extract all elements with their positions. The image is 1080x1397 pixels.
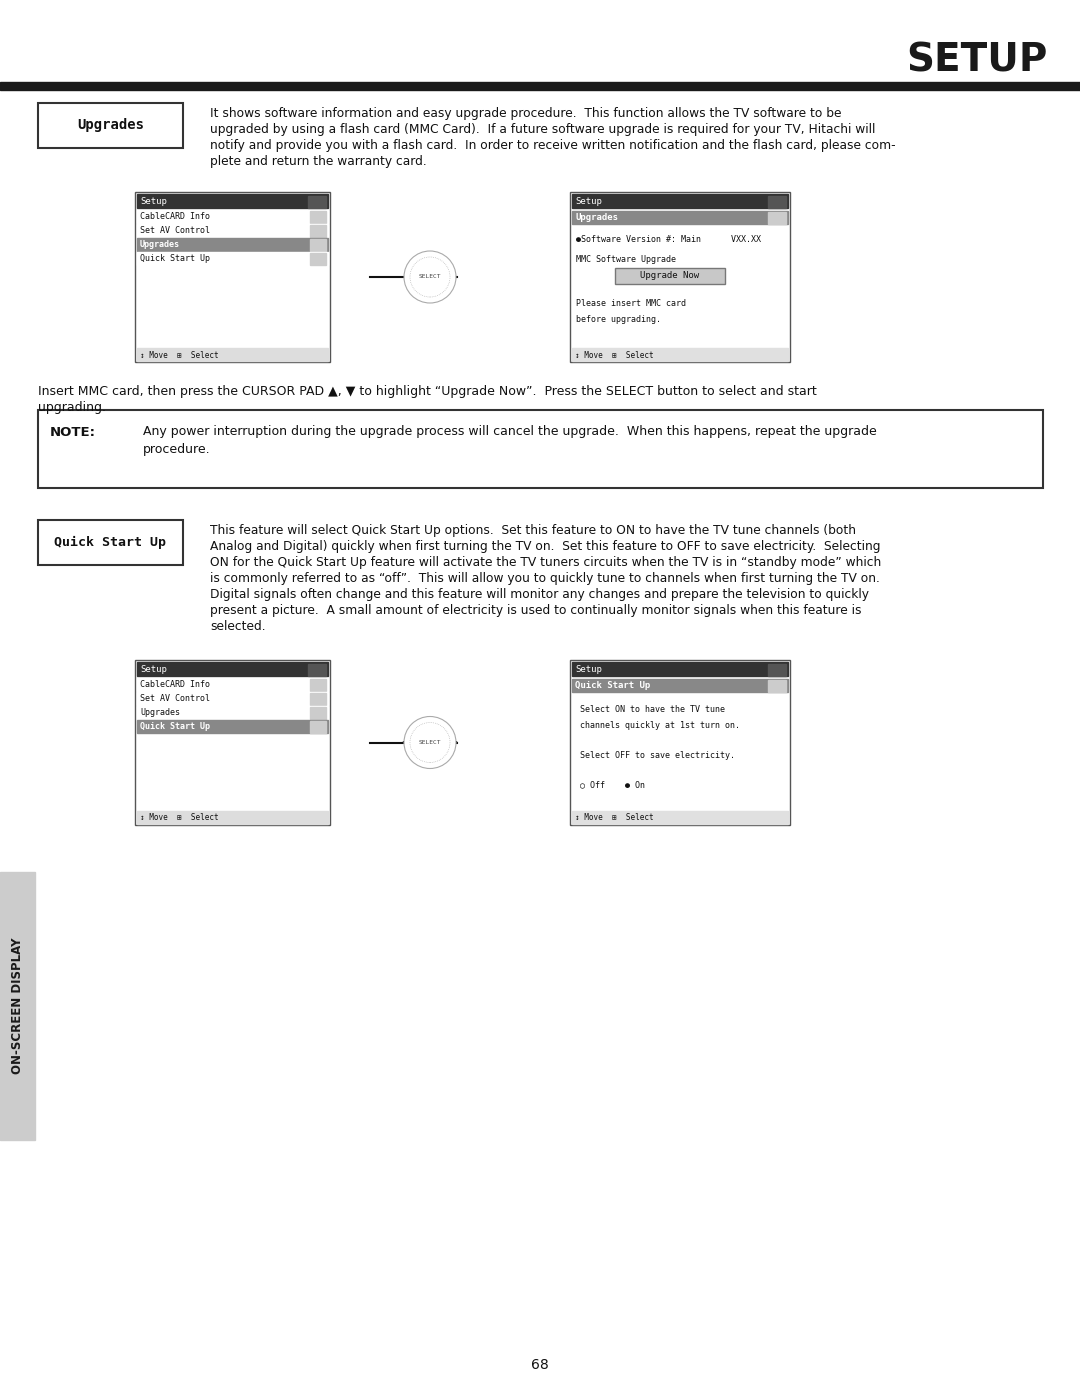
Bar bbox=[570, 191, 789, 362]
Bar bbox=[137, 678, 328, 692]
Bar bbox=[572, 194, 788, 208]
Text: Upgrades: Upgrades bbox=[140, 240, 180, 249]
Text: upgraded by using a flash card (MMC Card).  If a future software upgrade is requ: upgraded by using a flash card (MMC Card… bbox=[210, 123, 876, 136]
Text: ↕ Move  ⊞  Select: ↕ Move ⊞ Select bbox=[140, 351, 218, 359]
Bar bbox=[137, 210, 328, 224]
Bar bbox=[137, 194, 328, 208]
Circle shape bbox=[404, 717, 456, 768]
Bar bbox=[310, 253, 326, 265]
Bar bbox=[137, 692, 328, 705]
Bar bbox=[308, 664, 326, 676]
Circle shape bbox=[404, 251, 456, 303]
Text: ↕ Move  ⊞  Select: ↕ Move ⊞ Select bbox=[575, 813, 653, 823]
Text: ↕ Move  ⊞  Select: ↕ Move ⊞ Select bbox=[140, 813, 218, 823]
Bar bbox=[137, 705, 328, 719]
Text: before upgrading.: before upgrading. bbox=[576, 316, 661, 324]
Text: NOTE:: NOTE: bbox=[50, 426, 96, 439]
Bar bbox=[310, 721, 326, 733]
Bar bbox=[38, 520, 183, 564]
Bar bbox=[570, 659, 789, 826]
Bar bbox=[615, 268, 725, 284]
Text: This feature will select Quick Start Up options.  Set this feature to ON to have: This feature will select Quick Start Up … bbox=[210, 524, 856, 536]
Text: It shows software information and easy upgrade procedure.  This function allows : It shows software information and easy u… bbox=[210, 108, 841, 120]
Text: Any power interruption during the upgrade process will cancel the upgrade.  When: Any power interruption during the upgrad… bbox=[143, 426, 877, 439]
Text: selected.: selected. bbox=[210, 620, 266, 633]
Text: present a picture.  A small amount of electricity is used to continually monitor: present a picture. A small amount of ele… bbox=[210, 604, 862, 617]
Text: procedure.: procedure. bbox=[143, 443, 211, 457]
Text: upgrading.: upgrading. bbox=[38, 401, 106, 414]
Text: Select OFF to save electricity.: Select OFF to save electricity. bbox=[580, 750, 735, 760]
Text: Upgrades: Upgrades bbox=[575, 212, 618, 222]
Text: Quick Start Up: Quick Start Up bbox=[54, 536, 166, 549]
Bar bbox=[137, 662, 328, 676]
Bar bbox=[310, 225, 326, 237]
Text: Insert MMC card, then press the CURSOR PAD ▲, ▼ to highlight “Upgrade Now”.  Pre: Insert MMC card, then press the CURSOR P… bbox=[38, 386, 816, 398]
Text: Setup: Setup bbox=[575, 197, 602, 205]
Text: Upgrades: Upgrades bbox=[140, 708, 180, 717]
Text: Setup: Setup bbox=[140, 665, 167, 673]
Circle shape bbox=[410, 722, 450, 763]
Text: Set AV Control: Set AV Control bbox=[140, 694, 210, 703]
Bar bbox=[768, 212, 786, 224]
Bar bbox=[38, 409, 1043, 488]
Text: Quick Start Up: Quick Start Up bbox=[140, 254, 210, 263]
Text: is commonly referred to as “off”.  This will allow you to quickly tune to channe: is commonly referred to as “off”. This w… bbox=[210, 571, 880, 585]
Bar bbox=[572, 679, 788, 692]
Bar bbox=[38, 103, 183, 148]
Bar bbox=[310, 211, 326, 224]
Text: Quick Start Up: Quick Start Up bbox=[575, 680, 650, 690]
Text: Upgrade Now: Upgrade Now bbox=[640, 271, 700, 281]
Bar bbox=[137, 719, 328, 733]
Text: CableCARD Info: CableCARD Info bbox=[140, 680, 210, 689]
Text: Analog and Digital) quickly when first turning the TV on.  Set this feature to O: Analog and Digital) quickly when first t… bbox=[210, 541, 880, 553]
Text: channels quickly at 1st turn on.: channels quickly at 1st turn on. bbox=[580, 721, 740, 729]
Bar bbox=[308, 196, 326, 208]
Text: SELECT: SELECT bbox=[419, 740, 442, 745]
Bar bbox=[137, 237, 328, 251]
Text: ↕ Move  ⊞  Select: ↕ Move ⊞ Select bbox=[575, 351, 653, 359]
Text: plete and return the warranty card.: plete and return the warranty card. bbox=[210, 155, 427, 168]
Text: Set AV Control: Set AV Control bbox=[140, 226, 210, 235]
Bar bbox=[768, 680, 786, 692]
Circle shape bbox=[410, 257, 450, 298]
Text: Please insert MMC card: Please insert MMC card bbox=[576, 299, 686, 309]
Bar bbox=[310, 679, 326, 692]
Bar bbox=[572, 348, 788, 360]
Text: MMC Software Upgrade: MMC Software Upgrade bbox=[576, 256, 676, 264]
Text: Setup: Setup bbox=[140, 197, 167, 205]
Bar bbox=[572, 812, 788, 824]
Bar bbox=[768, 664, 786, 676]
Bar bbox=[137, 348, 328, 360]
Bar bbox=[0, 872, 35, 1140]
Bar bbox=[135, 191, 330, 362]
Text: ON-SCREEN DISPLAY: ON-SCREEN DISPLAY bbox=[11, 937, 24, 1074]
Bar bbox=[137, 812, 328, 824]
Bar bbox=[135, 659, 330, 826]
Bar bbox=[137, 224, 328, 237]
Text: Quick Start Up: Quick Start Up bbox=[140, 722, 210, 731]
Text: ●Software Version #: Main      VXX.XX: ●Software Version #: Main VXX.XX bbox=[576, 236, 761, 244]
Text: CableCARD Info: CableCARD Info bbox=[140, 212, 210, 221]
Text: Select ON to have the TV tune: Select ON to have the TV tune bbox=[580, 705, 725, 714]
Bar bbox=[572, 662, 788, 676]
Bar bbox=[310, 707, 326, 719]
Text: Upgrades: Upgrades bbox=[77, 119, 144, 133]
Bar bbox=[137, 251, 328, 265]
Bar bbox=[310, 693, 326, 705]
Bar bbox=[0, 82, 1080, 89]
Bar bbox=[310, 239, 326, 251]
Text: 68: 68 bbox=[531, 1358, 549, 1372]
Bar bbox=[768, 196, 786, 208]
Text: Digital signals often change and this feature will monitor any changes and prepa: Digital signals often change and this fe… bbox=[210, 588, 869, 601]
Text: ON for the Quick Start Up feature will activate the TV tuners circuits when the : ON for the Quick Start Up feature will a… bbox=[210, 556, 881, 569]
Text: SELECT: SELECT bbox=[419, 274, 442, 279]
Text: ○ Off    ● On: ○ Off ● On bbox=[580, 781, 645, 789]
Text: notify and provide you with a flash card.  In order to receive written notificat: notify and provide you with a flash card… bbox=[210, 138, 895, 152]
Text: SETUP: SETUP bbox=[906, 41, 1048, 80]
Bar bbox=[572, 211, 788, 224]
Text: Setup: Setup bbox=[575, 665, 602, 673]
